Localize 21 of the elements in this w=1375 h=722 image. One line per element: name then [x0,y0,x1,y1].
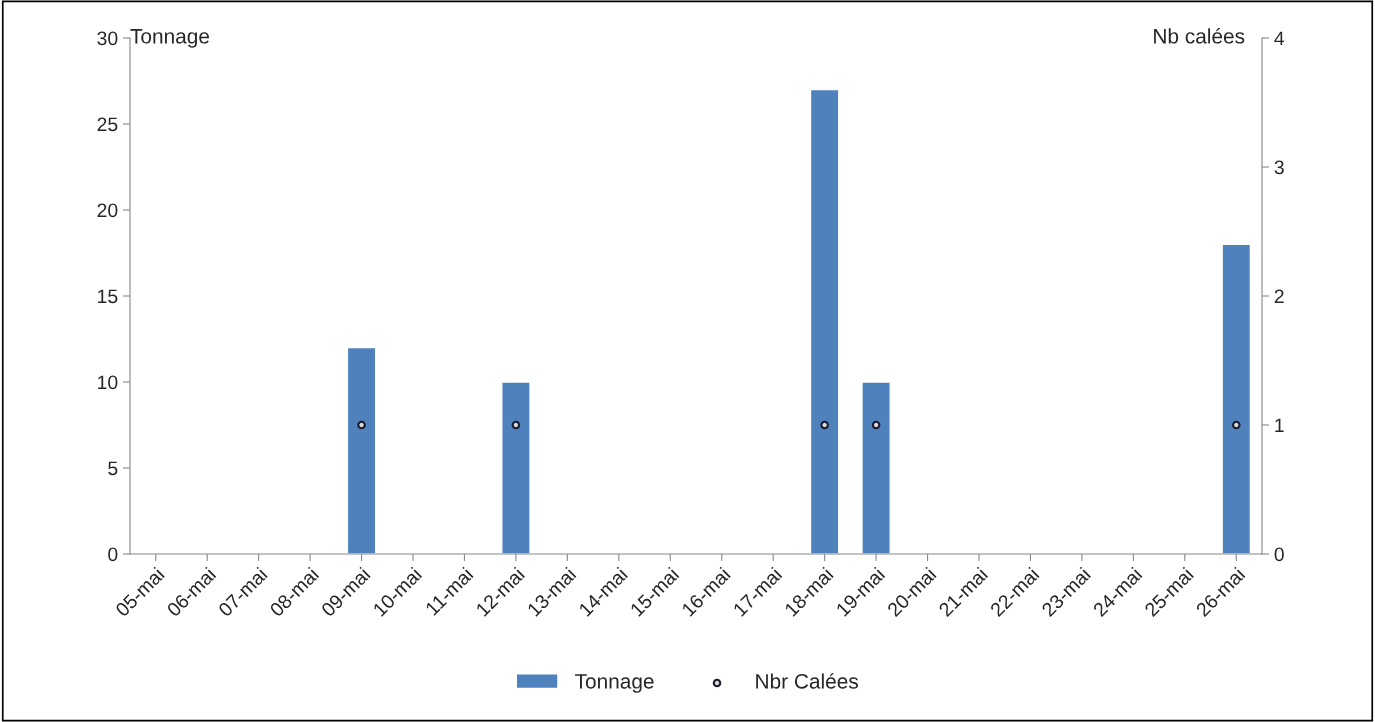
y2-tick-label: 2 [1274,289,1284,304]
bar [1221,243,1252,554]
legend-label: Tonnage [575,674,654,693]
y2-tick-label: 4 [1274,31,1285,46]
bar [861,381,891,554]
y2-tick-label: 0 [1274,547,1284,562]
bar [501,381,531,554]
y-tick-label: 20 [97,203,118,218]
y-tick-label: 10 [98,375,118,390]
y-tick-label: 0 [108,547,118,562]
y2-axis-title: Nb calées [1154,28,1245,44]
bar [346,346,377,554]
y-tick-label: 30 [97,31,118,46]
y2-tick-label: 3 [1274,160,1284,175]
y-tick-label: 25 [97,117,118,132]
y-axis-title: Tonnage [130,29,209,48]
y2-tick-label: 1 [1275,418,1284,433]
y-tick-label: 5 [108,461,118,476]
legend-label: Nbr Calées [756,673,858,689]
bar [809,88,840,554]
y-tick-label: 15 [98,289,118,304]
